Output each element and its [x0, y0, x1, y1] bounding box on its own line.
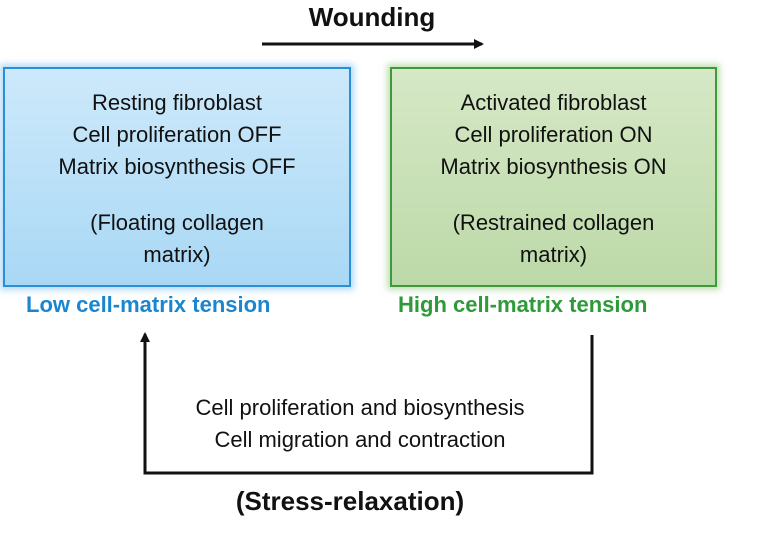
resting-fibroblast-box: Resting fibroblast Cell proliferation OF… — [3, 67, 351, 287]
left-box-line-1: Resting fibroblast — [92, 90, 262, 115]
stress-relaxation-arrow — [140, 332, 594, 475]
left-box-line-2: Cell proliferation OFF — [72, 122, 282, 147]
return-path-text: Cell proliferation and biosynthesis Cell… — [120, 392, 600, 456]
left-box-note-1: (Floating collagen — [90, 210, 264, 235]
high-tension-label: High cell-matrix tension — [398, 292, 648, 317]
stress-relaxation-label: (Stress-relaxation) — [235, 486, 465, 516]
right-box-line-2: Cell proliferation ON — [454, 122, 653, 147]
left-box-note-2: matrix) — [143, 242, 211, 267]
activated-fibroblast-box: Activated fibroblast Cell proliferation … — [390, 67, 717, 287]
right-box-line-1: Activated fibroblast — [460, 90, 647, 115]
right-box-note-1: (Restrained collagen — [452, 210, 655, 235]
right-box-note-2: matrix) — [519, 242, 588, 267]
left-box-line-3: Matrix biosynthesis OFF — [58, 154, 296, 179]
right-box-line-3: Matrix biosynthesis ON — [440, 154, 667, 179]
low-tension-label: Low cell-matrix tension — [26, 292, 271, 317]
wounding-title: Wounding — [308, 2, 436, 32]
return-path-line-1: Cell proliferation and biosynthesis — [195, 395, 525, 420]
return-path-line-2: Cell migration and contraction — [214, 427, 506, 452]
